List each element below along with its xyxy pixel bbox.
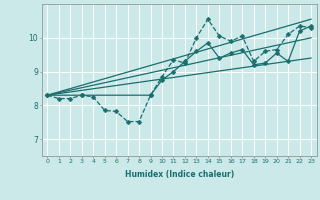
X-axis label: Humidex (Indice chaleur): Humidex (Indice chaleur): [124, 170, 234, 179]
